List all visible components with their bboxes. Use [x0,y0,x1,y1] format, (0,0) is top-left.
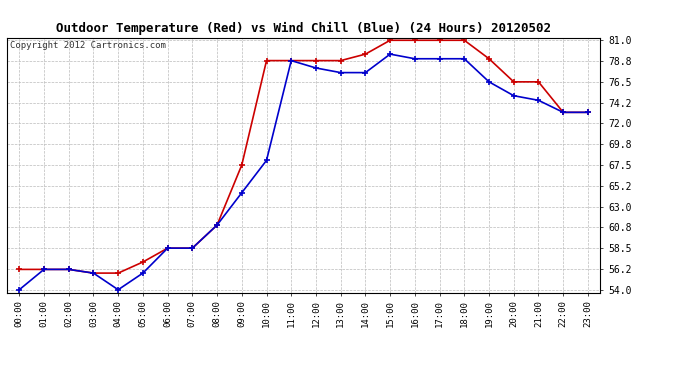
Title: Outdoor Temperature (Red) vs Wind Chill (Blue) (24 Hours) 20120502: Outdoor Temperature (Red) vs Wind Chill … [56,22,551,35]
Text: Copyright 2012 Cartronics.com: Copyright 2012 Cartronics.com [10,41,166,50]
